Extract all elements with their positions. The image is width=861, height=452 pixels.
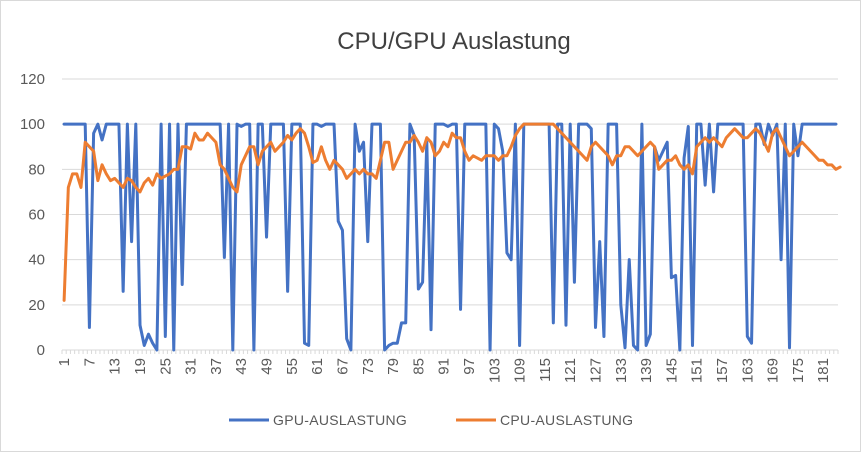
series-line-gpu <box>62 122 838 352</box>
legend-item-gpu[interactable]: GPU-AUSLASTUNG <box>229 412 407 428</box>
y-tick-label: 100 <box>20 116 45 133</box>
x-tick-label: 19 <box>132 358 149 375</box>
x-tick-label: 127 <box>588 358 605 383</box>
series-layer <box>62 122 842 352</box>
y-tick-label: 80 <box>28 161 45 178</box>
x-tick-label: 73 <box>360 358 377 375</box>
chart-title: CPU/GPU Auslastung <box>337 28 570 55</box>
x-tick-label: 115 <box>537 358 554 382</box>
y-tick-label: 120 <box>20 71 45 88</box>
x-tick-label: 145 <box>663 358 680 383</box>
y-tick-label: 20 <box>28 297 45 314</box>
x-tick-label: 121 <box>562 358 579 383</box>
x-tick-label: 85 <box>410 358 427 375</box>
x-tick-label: 1 <box>56 358 73 366</box>
series-line-cpu <box>62 122 842 302</box>
x-tick-label: 79 <box>385 358 402 375</box>
x-tick-label: 97 <box>461 358 478 375</box>
x-tick-label: 37 <box>208 358 225 375</box>
y-tick-label: 60 <box>28 207 45 224</box>
y-tick-label: 40 <box>28 252 45 269</box>
x-tick-label: 157 <box>714 358 731 383</box>
x-tick-label: 67 <box>334 358 351 375</box>
x-tick-label: 25 <box>157 358 174 375</box>
legend-label: GPU-AUSLASTUNG <box>273 412 407 428</box>
y-tick-label: 0 <box>37 342 45 359</box>
x-tick-label: 13 <box>107 358 124 375</box>
x-axis <box>61 349 839 354</box>
x-tick-label: 49 <box>259 358 276 375</box>
x-tick-label: 103 <box>486 358 503 383</box>
legend-item-cpu[interactable]: CPU-AUSLASTUNG <box>456 412 633 428</box>
x-tick-label: 55 <box>284 358 301 375</box>
x-axis-ticks: 1 7 13 19 25 31 37 43 49 55 61 67 73 79 85 91 97 103 109 11… <box>56 358 832 383</box>
x-tick-label: 91 <box>436 358 453 375</box>
x-tick-label: 7 <box>81 358 98 366</box>
x-tick-label: 139 <box>638 358 655 383</box>
x-tick-label: 163 <box>739 358 756 383</box>
x-tick-label: 133 <box>613 358 630 383</box>
x-tick-label: 151 <box>689 358 706 383</box>
x-tick-label: 169 <box>765 358 782 383</box>
y-axis-ticks: 0 20 40 60 80 100 120 <box>20 71 45 359</box>
x-tick-label: 61 <box>309 358 326 375</box>
x-tick-label: 109 <box>512 358 529 383</box>
legend-label: CPU-AUSLASTUNG <box>500 412 633 428</box>
x-tick-label: 31 <box>183 358 200 375</box>
x-tick-label: 181 <box>815 358 832 383</box>
x-tick-label: 43 <box>233 358 250 375</box>
x-tick-label: 175 <box>790 358 807 383</box>
legend[interactable]: GPU-AUSLASTUNG CPU-AUSLASTUNG <box>229 412 633 428</box>
